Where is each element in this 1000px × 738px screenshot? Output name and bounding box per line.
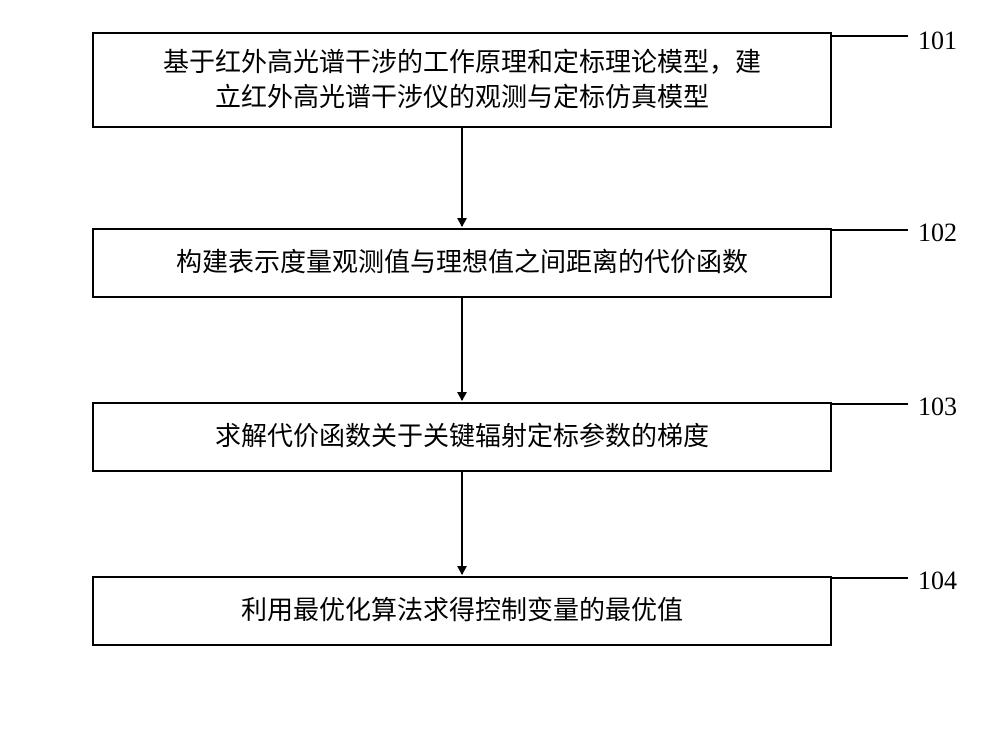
flow-node-label-101: 101 — [918, 26, 957, 56]
flow-node-label-104: 104 — [918, 566, 957, 596]
flow-node-text: 构建表示度量观测值与理想值之间距离的代价函数 — [176, 245, 748, 280]
flow-node-text: 基于红外高光谱干涉的工作原理和定标理论模型，建立红外高光谱干涉仪的观测与定标仿真… — [163, 45, 761, 115]
flow-node-label-102: 102 — [918, 218, 957, 248]
flow-node-101: 基于红外高光谱干涉的工作原理和定标理论模型，建立红外高光谱干涉仪的观测与定标仿真… — [92, 32, 832, 128]
flow-node-103: 求解代价函数关于关键辐射定标参数的梯度 — [92, 402, 832, 472]
flow-node-text: 利用最优化算法求得控制变量的最优值 — [241, 593, 683, 628]
flow-node-102: 构建表示度量观测值与理想值之间距离的代价函数 — [92, 228, 832, 298]
flow-node-104: 利用最优化算法求得控制变量的最优值 — [92, 576, 832, 646]
flowchart-canvas: 基于红外高光谱干涉的工作原理和定标理论模型，建立红外高光谱干涉仪的观测与定标仿真… — [0, 0, 1000, 738]
flow-node-text: 求解代价函数关于关键辐射定标参数的梯度 — [215, 419, 709, 454]
flow-node-label-103: 103 — [918, 392, 957, 422]
